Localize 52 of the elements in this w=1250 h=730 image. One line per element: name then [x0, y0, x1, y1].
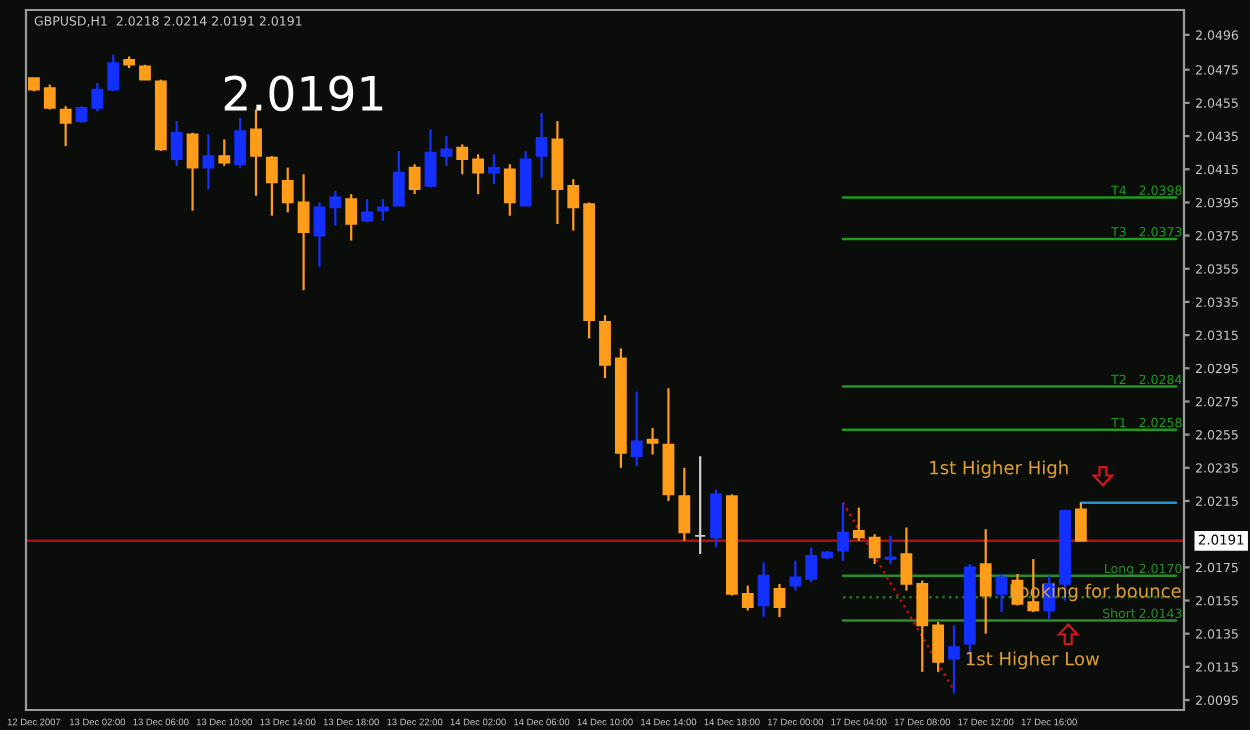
- candlestick: [408, 163, 421, 196]
- candlestick: [630, 390, 643, 468]
- candlestick: [59, 105, 72, 148]
- candlestick: [218, 138, 231, 168]
- candlestick: [852, 506, 865, 542]
- candlestick: [1074, 501, 1087, 542]
- candlestick: [281, 166, 294, 214]
- candlestick: [757, 561, 770, 619]
- candlestick: [948, 624, 960, 695]
- candlestick: [377, 197, 389, 222]
- candlestick: [345, 193, 358, 242]
- candlestick: [313, 201, 326, 269]
- candlestick: [868, 533, 881, 566]
- candlestick: [599, 314, 611, 380]
- candlestick: [329, 189, 342, 227]
- candlestick: [710, 488, 722, 549]
- candlestick: [43, 83, 56, 111]
- candlestick: [773, 582, 786, 619]
- candlestick: [979, 528, 992, 635]
- candlestick: [472, 153, 485, 196]
- candlestick: [234, 116, 247, 169]
- candlestick: [805, 546, 818, 584]
- candlestick: [741, 584, 754, 612]
- annotation: 1st Higher High: [930, 460, 1068, 478]
- candlestick: [995, 572, 1008, 614]
- candlestick: [107, 53, 120, 93]
- candlestick: [503, 163, 516, 217]
- candlestick: [456, 143, 469, 176]
- candlestick: [567, 178, 580, 232]
- candlestick: [916, 579, 929, 673]
- candlestick: [170, 120, 183, 168]
- candlestick: [535, 111, 548, 179]
- candlestick: [250, 108, 262, 197]
- candlestick: [91, 81, 104, 113]
- candlestick: [297, 173, 310, 292]
- candlestick: [932, 620, 945, 673]
- candlestick: [202, 133, 215, 191]
- candlestick: [900, 526, 913, 592]
- candlestick: [678, 466, 691, 542]
- candlestick: [519, 149, 532, 207]
- candlestick: [186, 131, 199, 212]
- candlestick: [265, 154, 278, 217]
- candlestick: [789, 559, 802, 592]
- candlestick: [837, 501, 849, 562]
- candlestick: [488, 153, 500, 186]
- candlestick: [392, 149, 405, 207]
- candlestick: [694, 455, 707, 556]
- annotation: 2.0191: [224, 75, 383, 112]
- candlestick: [440, 134, 453, 168]
- candlestick: [424, 128, 437, 189]
- candlestick: [646, 426, 659, 456]
- candlestick: [361, 197, 373, 224]
